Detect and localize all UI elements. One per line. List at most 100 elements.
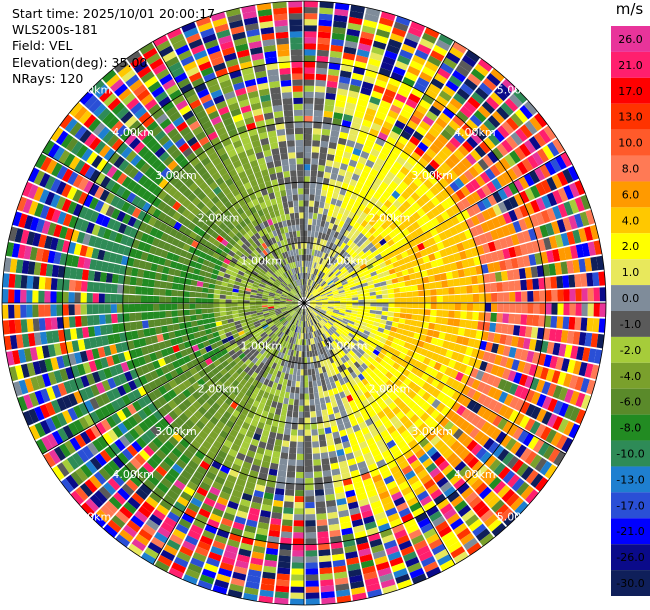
gate-cell <box>44 358 54 372</box>
gate-cell <box>304 218 308 225</box>
gate-cell <box>145 496 159 509</box>
gate-cell <box>317 37 331 45</box>
gate-cell <box>76 449 89 463</box>
gate-cell <box>374 334 382 341</box>
gate-cell <box>258 283 266 288</box>
gate-cell <box>530 406 542 420</box>
gate-cell <box>137 397 147 409</box>
gate-cell <box>166 235 175 244</box>
gate-cell <box>239 315 246 321</box>
gate-cell <box>291 331 295 338</box>
gate-cell <box>164 372 174 382</box>
gate-cell <box>398 391 408 401</box>
gate-cell <box>305 471 314 479</box>
gate-cell <box>315 336 320 344</box>
gate-cell <box>390 430 400 440</box>
gate-cell <box>580 378 590 393</box>
gate-cell <box>273 445 282 453</box>
gate-cell <box>401 190 411 200</box>
gate-cell <box>305 550 318 557</box>
gate-cell <box>285 385 291 393</box>
gate-cell <box>564 404 575 420</box>
gate-cell <box>421 136 433 148</box>
gate-cell <box>256 273 264 279</box>
gate-cell <box>39 420 52 435</box>
gate-cell <box>345 489 356 498</box>
gate-cell <box>383 420 393 430</box>
gate-cell <box>195 292 202 298</box>
gate-cell <box>47 222 57 236</box>
gate-cell <box>421 93 435 105</box>
gate-cell <box>237 360 245 368</box>
gate-cell <box>304 115 313 122</box>
gate-cell <box>441 145 453 157</box>
gate-cell <box>346 495 358 504</box>
gate-cell <box>546 176 558 191</box>
gate-cell <box>184 370 193 379</box>
gate-cell <box>349 341 356 348</box>
gate-cell <box>168 267 176 276</box>
gate-cell <box>278 324 284 330</box>
gate-cell <box>285 489 295 496</box>
gate-cell <box>435 281 443 289</box>
gate-cell <box>106 165 118 178</box>
gate-cell <box>315 304 322 307</box>
gate-cell <box>319 341 324 348</box>
gate-cell <box>296 320 300 327</box>
gate-cell <box>287 361 292 368</box>
gate-cell <box>364 483 376 493</box>
gate-cell <box>435 192 446 203</box>
gate-cell <box>487 262 495 273</box>
gate-cell <box>57 427 69 442</box>
gate-cell <box>390 243 398 252</box>
gate-cell <box>460 303 468 311</box>
gate-cell <box>383 434 393 444</box>
gate-cell <box>225 506 237 516</box>
gate-cell <box>346 232 354 240</box>
gate-cell <box>569 245 579 259</box>
gate-cell <box>496 174 508 187</box>
gate-cell <box>293 312 298 319</box>
gate-cell <box>250 464 261 473</box>
gate-cell <box>415 408 426 418</box>
gate-cell <box>346 305 353 308</box>
gate-cell <box>314 317 320 323</box>
gate-cell <box>319 1 334 9</box>
gate-cell <box>344 288 351 292</box>
gate-cell <box>369 96 381 106</box>
gate-cell <box>455 371 464 382</box>
gate-cell <box>461 123 474 136</box>
gate-cell <box>496 282 503 292</box>
gate-cell <box>261 504 272 512</box>
gate-cell <box>258 402 265 411</box>
gate-cell <box>461 487 474 500</box>
gate-cell <box>325 312 332 317</box>
gate-cell <box>352 275 359 281</box>
gate-cell <box>372 474 383 483</box>
gate-cell <box>542 328 551 341</box>
gate-cell <box>360 31 375 40</box>
gate-cell <box>298 308 302 314</box>
gate-cell <box>481 184 492 197</box>
gate-cell <box>468 166 480 178</box>
gate-cell <box>337 454 347 463</box>
gate-cell <box>432 472 445 483</box>
gate-cell <box>51 209 61 223</box>
gate-cell <box>370 329 378 335</box>
gate-cell <box>334 301 341 303</box>
gate-cell <box>524 120 538 135</box>
gate-cell <box>454 444 466 456</box>
gate-cell <box>384 259 392 266</box>
gate-cell <box>359 276 366 281</box>
gate-cell <box>352 424 361 433</box>
gate-cell <box>233 284 240 290</box>
gate-cell <box>172 344 180 353</box>
gate-cell <box>426 329 434 337</box>
gate-cell <box>173 221 182 231</box>
gate-cell <box>136 186 147 198</box>
gate-cell <box>317 270 322 277</box>
gate-cell <box>205 471 217 481</box>
gate-cell <box>318 278 323 285</box>
gate-cell <box>61 410 73 424</box>
gate-cell <box>526 314 534 326</box>
